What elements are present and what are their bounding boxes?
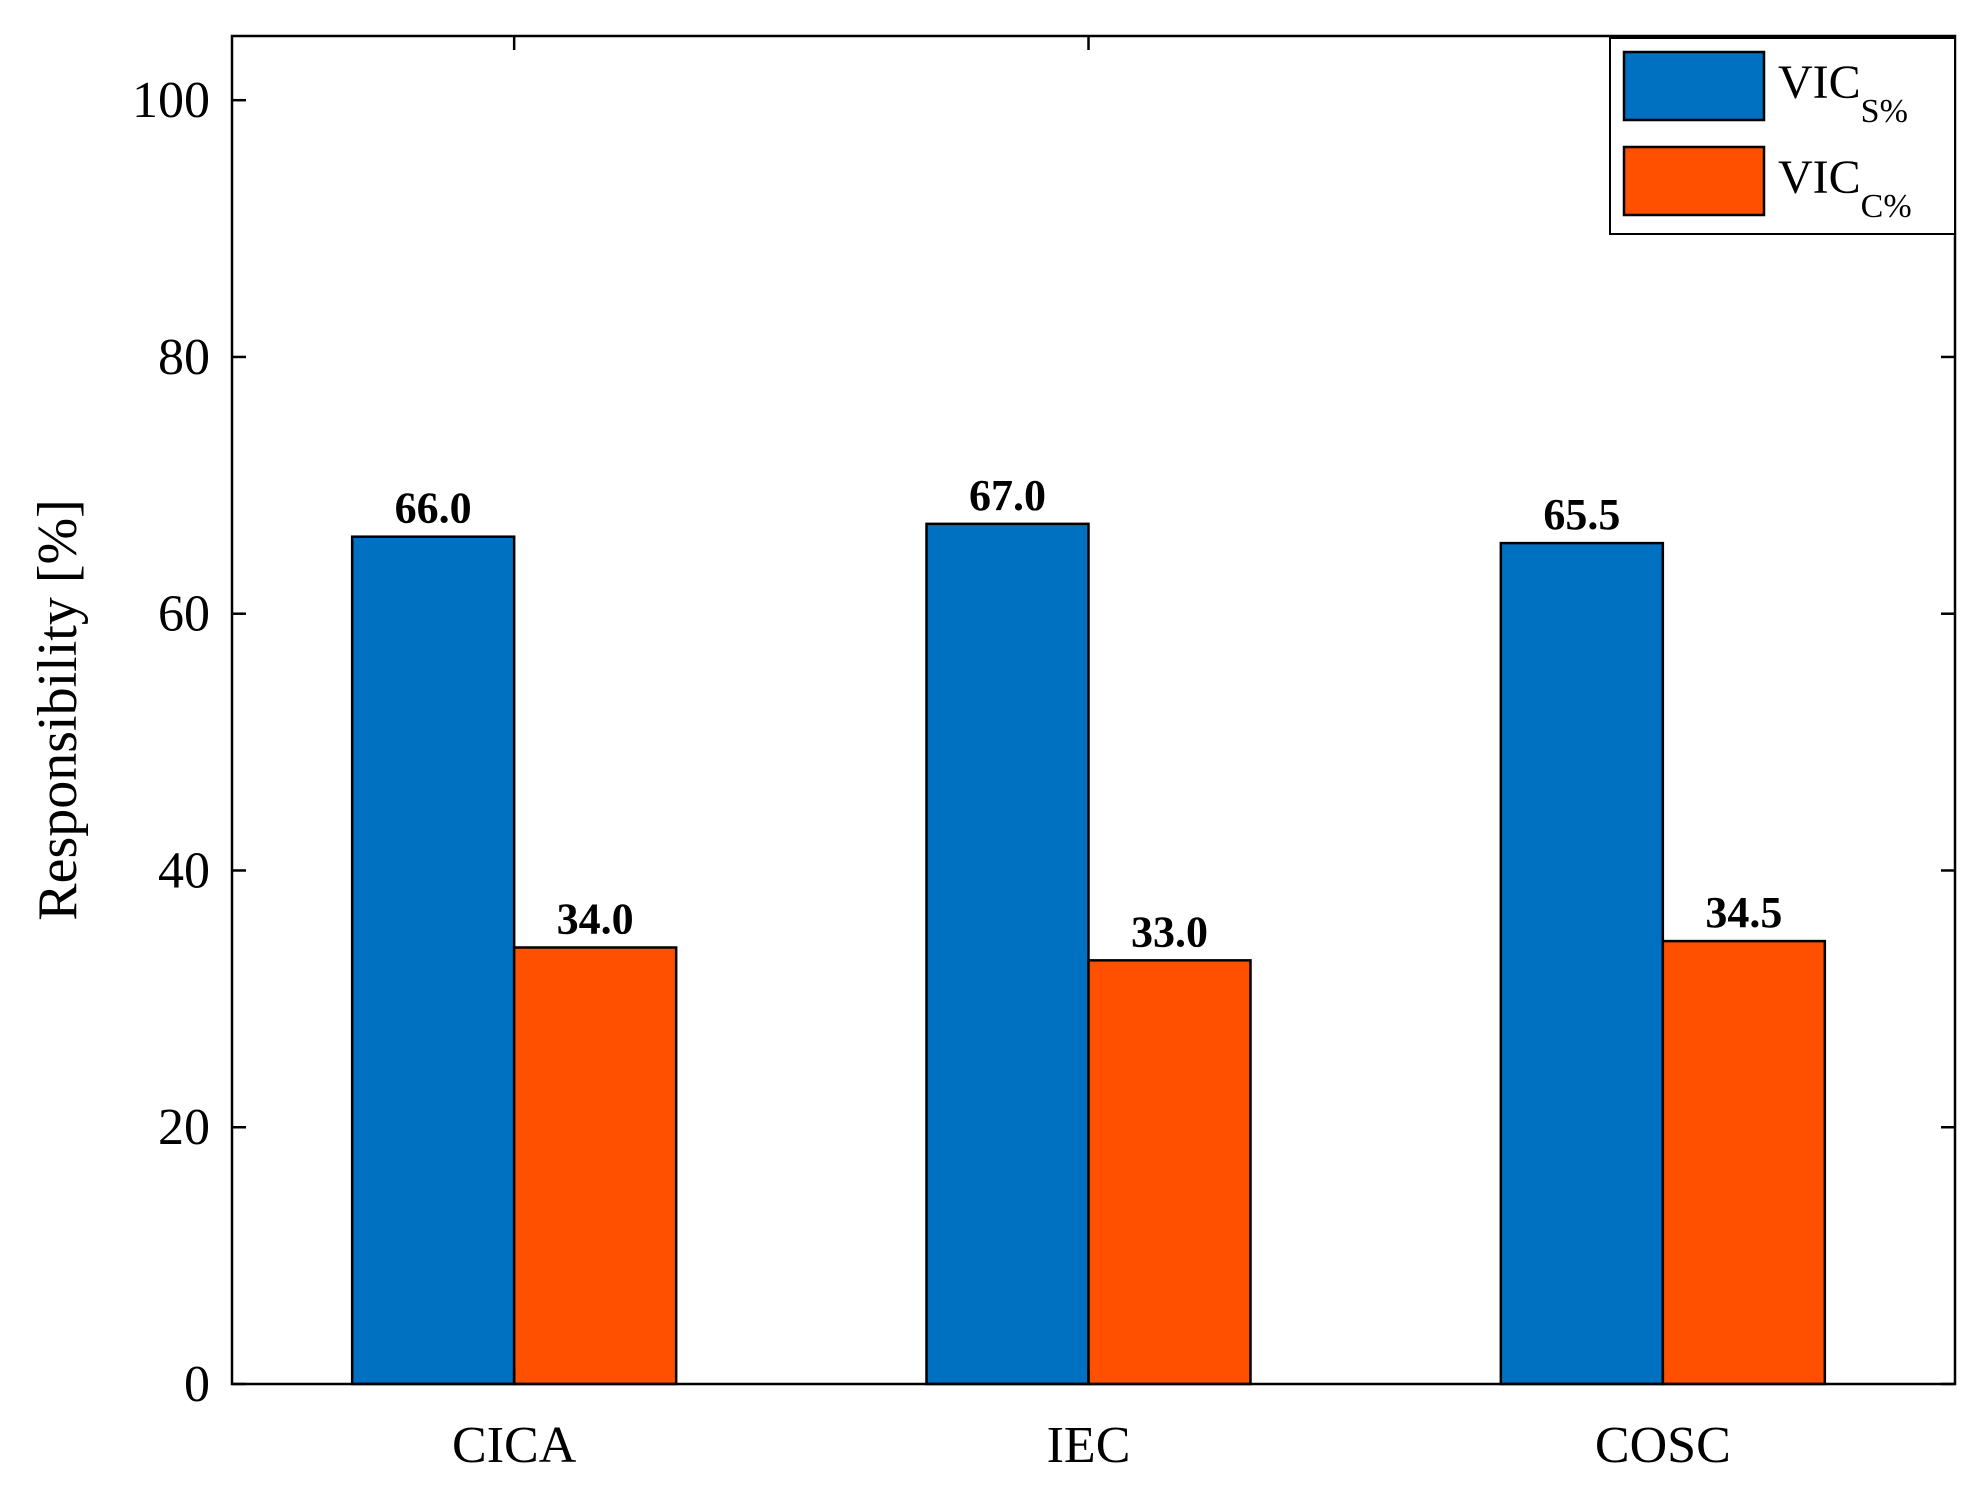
legend-swatch-2	[1622, 145, 1766, 217]
value-label-cosc-series-2: 34.5	[1705, 888, 1782, 937]
x-tick-label-cica: CICA	[452, 1417, 577, 1474]
bar-cosc-series-1	[1499, 541, 1665, 1386]
value-label-iec-series-2: 33.0	[1131, 907, 1208, 956]
y-tick-label-0: 0	[184, 1356, 210, 1413]
y-axis-title: Responsibility [%]	[27, 499, 89, 921]
plot-frame	[230, 34, 1957, 1386]
y-tick-label-100: 100	[132, 72, 210, 129]
y-tick-label-40: 40	[158, 842, 210, 899]
bar-cosc-series-2	[1661, 939, 1827, 1386]
bar-iec-series-1	[925, 522, 1090, 1386]
bars-layer	[350, 522, 1827, 1386]
x-tick-label-cosc: COSC	[1595, 1417, 1731, 1474]
labels-layer: 66.0 34.0 67.0 33.0 65.5 34.5 0 20 40 60 80 100 CICA…	[27, 72, 1782, 1474]
bar-cica-series-1	[350, 535, 516, 1386]
y-tick-label-60: 60	[158, 586, 210, 643]
legend-label-1: VICS%	[1778, 56, 1908, 130]
y-tick-label-80: 80	[158, 329, 210, 386]
bar-iec-series-2	[1087, 959, 1252, 1386]
value-label-cica-series-2: 34.0	[557, 895, 634, 944]
value-label-iec-series-1: 67.0	[969, 471, 1046, 520]
x-tick-label-iec: IEC	[1047, 1417, 1131, 1474]
legend-label-2: VICC%	[1778, 151, 1912, 225]
value-label-cosc-series-1: 65.5	[1543, 490, 1620, 539]
legend: VICS% VICC%	[1609, 37, 1956, 235]
y-tick-label-20: 20	[158, 1099, 210, 1156]
legend-swatch-1	[1622, 50, 1766, 122]
bar-cica-series-2	[512, 946, 678, 1386]
value-label-cica-series-1: 66.0	[395, 484, 472, 533]
